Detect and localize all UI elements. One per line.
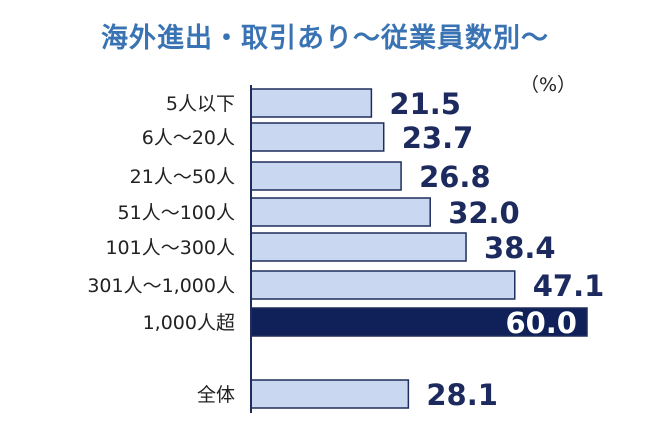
bar-3 [250, 197, 431, 227]
bar-0 [250, 88, 373, 118]
unit-label: （%） [520, 74, 577, 96]
bar-7 [250, 379, 410, 409]
bar-4 [250, 232, 467, 262]
category-label-5: 301人～1,000人 [87, 275, 235, 297]
value-label-6: 60.0 [505, 306, 577, 340]
value-label-5: 47.1 [533, 269, 605, 303]
bar-6 [250, 307, 588, 337]
category-label-2: 21人～50人 [130, 166, 235, 188]
category-label-7: 全体 [197, 384, 235, 406]
category-label-6: 1,000人超 [143, 312, 235, 334]
bar-1 [250, 122, 385, 152]
bars-layer: 5人以下 21.5 6人～20人 23.7 21人～50人 26.8 51人～100人 32.… [87, 87, 604, 412]
value-label-3: 32.0 [448, 196, 520, 230]
bar-5 [250, 270, 516, 300]
value-label-4: 38.4 [484, 231, 556, 265]
value-label-7: 28.1 [426, 378, 498, 412]
category-label-4: 101人～300人 [105, 237, 235, 259]
category-label-3: 51人～100人 [118, 202, 235, 224]
value-label-2: 26.8 [419, 160, 491, 194]
chart-title: 海外進出・取引あり～従業員数別～ [101, 23, 549, 54]
bar-2 [250, 161, 402, 191]
value-label-1: 23.7 [402, 121, 474, 155]
value-label-0: 21.5 [389, 87, 461, 121]
category-label-0: 5人以下 [166, 93, 235, 115]
category-label-1: 6人～20人 [142, 127, 235, 149]
